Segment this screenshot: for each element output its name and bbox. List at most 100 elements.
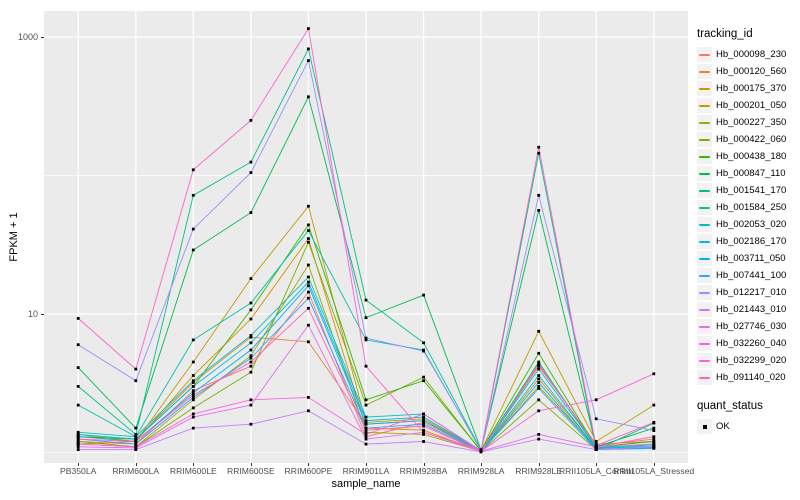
data-point [76, 445, 80, 449]
x-tick-label: RRIM600LE [169, 466, 217, 476]
data-point [249, 398, 253, 402]
data-point [76, 343, 80, 347]
data-point [537, 437, 541, 441]
data-point [307, 296, 310, 300]
data-point [422, 440, 425, 443]
legend-label: Hb_001584_250 [716, 202, 787, 213]
data-point [537, 433, 541, 436]
legend-key-swatch [697, 183, 712, 198]
quant-ok-key [697, 419, 712, 434]
data-point [422, 424, 425, 428]
data-point [191, 227, 195, 231]
data-point [76, 448, 80, 451]
data-point [249, 119, 253, 122]
data-point [191, 406, 195, 410]
legend-item-Hb_000422_060: Hb_000422_060 [697, 131, 800, 148]
legend-line-icon [699, 275, 710, 277]
legend-line-icon [699, 224, 710, 226]
data-point [76, 440, 80, 443]
data-point [537, 367, 541, 371]
legend-item-Hb_007441_100: Hb_007441_100 [697, 267, 800, 284]
data-point [249, 348, 253, 352]
data-point [652, 447, 656, 450]
data-point [76, 366, 80, 369]
data-point [191, 168, 195, 172]
data-point [76, 437, 80, 441]
data-point [537, 374, 541, 377]
legend-item-quant-ok: OK [697, 418, 800, 435]
x-tick-mark [78, 463, 80, 466]
data-point [249, 341, 253, 345]
data-point [134, 367, 138, 371]
legend-item-Hb_000438_180: Hb_000438_180 [697, 148, 800, 165]
data-point [134, 445, 138, 449]
data-point [249, 422, 253, 426]
data-point [537, 351, 541, 355]
legend-label: Hb_032299_020 [716, 355, 787, 366]
data-point [364, 426, 368, 430]
data-point [364, 338, 368, 342]
legend-label: Hb_000120_560 [716, 66, 787, 77]
legend-line-icon [699, 88, 710, 90]
legend-label: Hb_003711_050 [716, 253, 786, 264]
data-point [594, 444, 598, 448]
legend-key-swatch [697, 319, 712, 334]
data-point [191, 193, 195, 197]
data-point [364, 403, 368, 407]
data-point [594, 398, 598, 402]
data-point [594, 442, 598, 446]
legend-label: Hb_002186_170 [716, 236, 787, 247]
data-point [422, 349, 425, 353]
data-point [249, 356, 253, 360]
legend-line-icon [699, 343, 710, 345]
data-point [422, 417, 425, 421]
legend-item-Hb_000120_560: Hb_000120_560 [697, 63, 800, 80]
legend-key-swatch [697, 47, 712, 62]
data-point [652, 429, 656, 432]
data-point [537, 329, 541, 333]
legend-line-icon [699, 54, 710, 56]
x-tick-label: RRIM928BA [399, 466, 448, 476]
legend-line-icon [699, 156, 710, 158]
data-point [364, 433, 368, 436]
legend-item-Hb_001541_170: Hb_001541_170 [697, 182, 800, 199]
x-tick-mark [538, 463, 540, 466]
data-point [594, 440, 598, 443]
data-point [307, 223, 310, 227]
legend-key-swatch [697, 353, 712, 368]
x-axis-title: sample_name [331, 478, 401, 490]
legend-label: Hb_000438_180 [716, 151, 787, 162]
data-point [652, 426, 656, 430]
legend-label: Hb_027746_030 [716, 321, 787, 332]
legend-items: Hb_000098_230 Hb_000120_560 Hb_000175_370 H… [697, 46, 800, 386]
data-point [134, 437, 138, 441]
data-point [652, 372, 656, 376]
data-point [249, 308, 253, 312]
legend-line-icon [699, 360, 710, 362]
legend-line-icon [699, 292, 710, 294]
x-tick-mark [596, 463, 598, 466]
x-tick-mark [366, 463, 367, 466]
data-point [307, 240, 310, 244]
data-point [191, 374, 195, 377]
x-tick-label: RRIM600LA [112, 466, 160, 476]
data-point [134, 433, 138, 436]
legend-item-Hb_032299_020: Hb_032299_020 [697, 352, 800, 369]
point-marker-icon [702, 424, 707, 429]
legend-key-swatch [697, 149, 712, 164]
data-point [537, 151, 541, 155]
data-point [307, 396, 310, 399]
data-point [364, 419, 368, 422]
data-point [422, 419, 425, 422]
legend-item-Hb_000227_350: Hb_000227_350 [697, 114, 800, 131]
data-point [422, 433, 425, 436]
y-tick-label: 10 [27, 308, 38, 319]
y-tick-label: 1000 [17, 31, 38, 42]
data-point [249, 277, 253, 280]
data-point [307, 95, 310, 99]
data-point [76, 317, 80, 320]
data-point [422, 379, 425, 383]
data-point [191, 389, 195, 392]
x-tick-label: RRIM928LE [515, 466, 563, 476]
legend-label: Hb_000227_350 [716, 117, 787, 128]
